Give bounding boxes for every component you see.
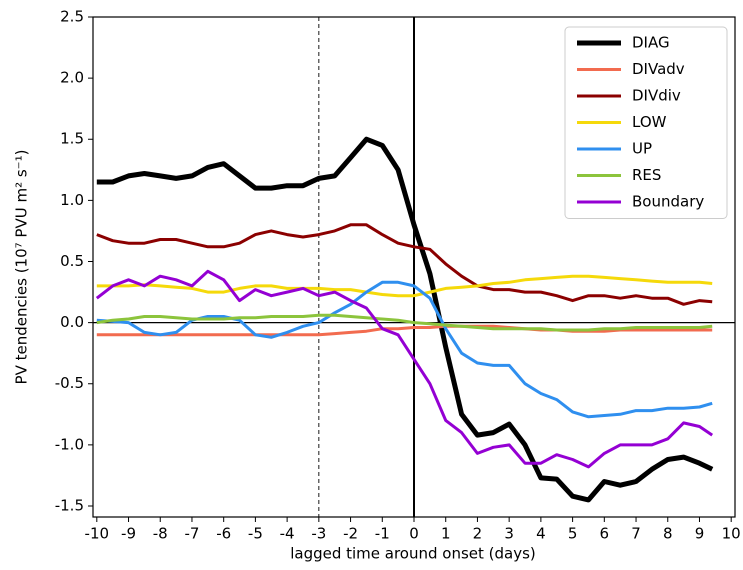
legend-label: RES (632, 166, 661, 184)
legend-label: DIVdiv (632, 87, 681, 105)
y-tick-label: 0.0 (60, 313, 84, 331)
y-tick-label: 1.0 (60, 191, 84, 209)
y-tick-label: 2.5 (60, 8, 84, 26)
x-tick-label: 8 (663, 525, 673, 543)
y-tick-label: 2.0 (60, 69, 84, 87)
legend-label: LOW (632, 113, 667, 131)
legend-label: DIAG (632, 34, 670, 52)
legend-label: UP (632, 140, 652, 158)
x-tick-label: 5 (568, 525, 578, 543)
x-tick-label: 3 (504, 525, 514, 543)
series-line (95, 269, 714, 469)
x-tick-label: 10 (722, 525, 741, 543)
x-tick-label: -8 (153, 525, 168, 543)
x-tick-label: -3 (311, 525, 326, 543)
legend-box (564, 26, 728, 219)
x-tick-label: 1 (441, 525, 451, 543)
y-tick-label: -1.0 (55, 435, 84, 453)
series-line (96, 136, 714, 503)
series-line (96, 324, 713, 337)
plot-frame (92, 16, 736, 518)
x-tick-label: -1 (375, 525, 390, 543)
legend-label: DIVadv (632, 60, 685, 78)
y-tick-label: 1.5 (60, 130, 84, 148)
y-tick-label: 0.5 (60, 252, 84, 270)
y-tick-label: -1.5 (55, 496, 84, 514)
x-tick-label: 6 (600, 525, 610, 543)
x-tick-label: -9 (121, 525, 136, 543)
x-tick-label: -10 (85, 525, 110, 543)
legend-label: Boundary (632, 193, 704, 211)
x-tick-label: -7 (184, 525, 199, 543)
x-tick-label: -4 (280, 525, 295, 543)
y-tick-label: -0.5 (55, 374, 84, 392)
x-tick-label: 2 (473, 525, 483, 543)
series-line (96, 223, 713, 306)
series-line (96, 280, 713, 419)
x-tick-label: -5 (248, 525, 263, 543)
x-tick-label: 0 (409, 525, 419, 543)
y-axis-label: PV tendencies (10⁷ PVU m² s⁻¹) (13, 150, 31, 385)
x-axis-label: lagged time around onset (days) (290, 545, 536, 563)
x-tick-label: 4 (536, 525, 546, 543)
series-line (96, 313, 713, 332)
x-tick-label: -6 (216, 525, 231, 543)
x-tick-label: 7 (631, 525, 641, 543)
x-tick-label: -2 (343, 525, 358, 543)
series-line (96, 274, 713, 298)
x-tick-label: 9 (695, 525, 705, 543)
